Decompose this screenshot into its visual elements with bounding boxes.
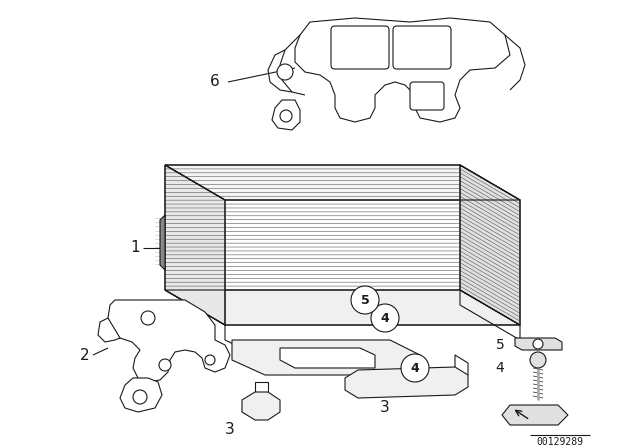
Text: 5: 5 — [360, 293, 369, 306]
Circle shape — [533, 339, 543, 349]
Text: 5: 5 — [495, 338, 504, 352]
Polygon shape — [98, 318, 120, 342]
Polygon shape — [272, 100, 300, 130]
Polygon shape — [460, 165, 520, 325]
FancyBboxPatch shape — [393, 26, 451, 69]
Polygon shape — [120, 378, 162, 412]
Text: 4: 4 — [381, 311, 389, 324]
Text: 2: 2 — [80, 348, 90, 362]
Circle shape — [205, 355, 215, 365]
Polygon shape — [108, 300, 230, 382]
Polygon shape — [165, 165, 520, 200]
Text: 6: 6 — [210, 74, 220, 90]
Circle shape — [530, 352, 546, 368]
Text: 3: 3 — [380, 401, 390, 415]
Polygon shape — [165, 165, 225, 325]
Text: 00129289: 00129289 — [536, 437, 584, 447]
Text: 4: 4 — [411, 362, 419, 375]
Polygon shape — [502, 405, 568, 425]
Circle shape — [133, 390, 147, 404]
Polygon shape — [280, 348, 375, 368]
FancyBboxPatch shape — [331, 26, 389, 69]
Circle shape — [351, 286, 379, 314]
Circle shape — [280, 110, 292, 122]
Polygon shape — [160, 215, 165, 270]
Circle shape — [401, 354, 429, 382]
Text: 1: 1 — [130, 241, 140, 255]
Polygon shape — [242, 392, 280, 420]
Polygon shape — [345, 367, 468, 398]
Text: 3: 3 — [225, 422, 235, 438]
Polygon shape — [515, 338, 562, 350]
Polygon shape — [295, 18, 510, 122]
Text: 4: 4 — [495, 361, 504, 375]
Circle shape — [371, 304, 399, 332]
Circle shape — [159, 359, 171, 371]
Circle shape — [141, 311, 155, 325]
Circle shape — [277, 64, 293, 80]
FancyBboxPatch shape — [410, 82, 444, 110]
Polygon shape — [232, 340, 420, 375]
Polygon shape — [165, 290, 520, 325]
